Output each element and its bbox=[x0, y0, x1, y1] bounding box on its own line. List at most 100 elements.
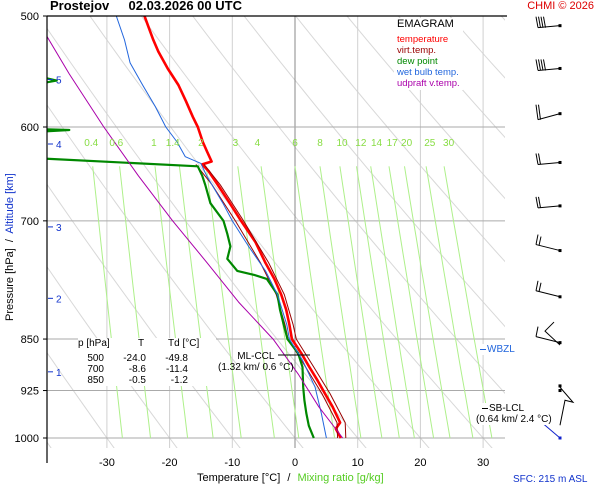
wind-barb-staff bbox=[535, 290, 561, 298]
mixing-ratio-line bbox=[425, 166, 474, 439]
x-tick-label: 0 bbox=[292, 457, 298, 469]
mixing-ratio-line bbox=[443, 166, 493, 439]
pressure-tick-label: 700 bbox=[21, 216, 39, 228]
table-row: 500 -24.0 -49.8 bbox=[78, 353, 216, 364]
wind-barb bbox=[535, 280, 562, 299]
pressure-tick-label: 925 bbox=[21, 386, 39, 398]
wind-barb-station-dot bbox=[558, 295, 562, 299]
mixing-ratio-line bbox=[92, 166, 123, 439]
mixing-ratio-label: 8 bbox=[317, 138, 323, 149]
mixing-ratio-line bbox=[237, 166, 275, 439]
legend: EMAGRAM temperature virt.temp. dew point… bbox=[394, 18, 463, 90]
series-lines bbox=[47, 16, 347, 439]
series-virt-temp-line bbox=[203, 164, 347, 439]
mixing-ratio-label: 12 bbox=[355, 138, 367, 149]
wind-barb-flag bbox=[538, 104, 541, 120]
x-tick-label: -10 bbox=[224, 457, 240, 469]
wind-barb bbox=[535, 153, 562, 165]
labels: 0.4 0.6 1 1.4 2 3 4 6 8 10 12 14 17 20 25 3050060070085… bbox=[15, 11, 490, 469]
wind-barb-flag bbox=[540, 59, 544, 71]
mixing-ratio-line bbox=[119, 166, 151, 439]
sb-lcl-label: SB-LCL bbox=[489, 403, 525, 414]
dry-adiabat bbox=[89, 16, 430, 448]
dry-adiabat bbox=[47, 265, 178, 448]
table-cell: 500 bbox=[87, 353, 104, 364]
mixing-ratio-label: 3 bbox=[233, 138, 239, 149]
table-header-t: T bbox=[138, 338, 145, 349]
wind-barb-flag bbox=[538, 196, 541, 208]
wind-barb-station-dot bbox=[558, 24, 562, 28]
wind-barb-station-dot bbox=[558, 341, 562, 345]
station-name: Prostejov bbox=[50, 0, 110, 13]
mixing-ratio-line bbox=[154, 166, 189, 439]
mixing-ratio-label: 10 bbox=[336, 138, 348, 149]
dry-adiabat bbox=[294, 16, 505, 263]
wind-barb bbox=[535, 16, 562, 29]
x-axis-label-mixing: Mixing ratio [g/kg] bbox=[297, 472, 384, 484]
wbzl-label: WBZL bbox=[487, 344, 515, 355]
mixing-ratio-line bbox=[404, 166, 451, 439]
wind-barb-flag bbox=[535, 326, 539, 337]
table-cell: -1.2 bbox=[170, 375, 188, 386]
mixing-ratio-line bbox=[370, 166, 415, 439]
wind-barb-flag bbox=[538, 236, 542, 246]
dry-adiabat bbox=[192, 16, 505, 394]
wind-barb-station-dot bbox=[558, 249, 562, 253]
wind-barb bbox=[535, 104, 562, 121]
mixing-ratio-line bbox=[205, 166, 242, 439]
sb-lcl-annotation: SB-LCL (0.64 km/ 2.4 °C) bbox=[476, 403, 552, 425]
wbzl-annotation: WBZL bbox=[480, 344, 515, 355]
wind-barb-station-dot bbox=[558, 66, 562, 70]
mixing-ratio-line bbox=[294, 166, 336, 439]
table-cell: -24.0 bbox=[123, 353, 146, 364]
table-row: 700 -8.6 -11.4 bbox=[78, 364, 216, 375]
axes bbox=[43, 15, 507, 463]
wind-barb-flag bbox=[538, 59, 541, 71]
mixing-ratio-label: 4 bbox=[255, 138, 261, 149]
x-tick-label: -20 bbox=[162, 457, 178, 469]
legend-title: EMAGRAM bbox=[397, 18, 454, 30]
mixing-ratio-lines bbox=[92, 166, 493, 439]
surface-wind-dot bbox=[558, 436, 562, 440]
dry-adiabat bbox=[581, 0, 600, 450]
ml-ccl-annotation: ML-CCL (1.32 km/ 0.6 °C) bbox=[218, 351, 294, 373]
wind-barb-flag bbox=[535, 16, 539, 28]
mixing-ratio-label: 14 bbox=[371, 138, 383, 149]
wind-barb bbox=[535, 234, 562, 253]
table-header-p: p [hPa] bbox=[78, 338, 110, 349]
wind-barb-flag bbox=[540, 16, 544, 28]
data-table: p [hPa] T Td [°C] 500 -24.0 -49.8 700 -8… bbox=[78, 338, 216, 386]
wind-barb-flag bbox=[543, 59, 546, 71]
mixing-ratio-line bbox=[339, 166, 383, 439]
series-temperature-line bbox=[143, 16, 342, 439]
series-udpraft-v-temp-line bbox=[47, 35, 344, 439]
altitude-tick-label: 4 bbox=[56, 140, 62, 151]
legend-item-wet-bulb: wet bulb temp. bbox=[397, 67, 459, 78]
mixing-ratio-label: 20 bbox=[401, 138, 413, 149]
wind-barb-flag bbox=[538, 153, 541, 165]
wind-barb-station-dot bbox=[558, 389, 562, 393]
mixing-ratio-line bbox=[319, 166, 362, 439]
legend-item-temperature: temperature bbox=[397, 34, 449, 45]
wind-barb-station-dot bbox=[558, 160, 562, 164]
dry-adiabat bbox=[346, 16, 505, 200]
table-cell: -0.5 bbox=[128, 375, 146, 386]
wind-barb-flag bbox=[538, 16, 541, 28]
table-cell: -49.8 bbox=[165, 353, 188, 364]
table-cell: -11.4 bbox=[165, 364, 188, 375]
table-row: 850 -0.5 -1.2 bbox=[78, 375, 216, 386]
mixing-ratio-label: 1 bbox=[151, 138, 157, 149]
table-cell: -8.6 bbox=[128, 364, 146, 375]
pressure-tick-label: 600 bbox=[21, 122, 39, 134]
wind-barb-staff bbox=[537, 161, 561, 165]
wind-barb bbox=[544, 321, 562, 393]
wind-barb-flag bbox=[535, 234, 539, 245]
pressure-tick-label: 500 bbox=[21, 11, 39, 23]
wind-barb-station-dot bbox=[558, 384, 562, 388]
wind-barb-station-dot bbox=[558, 204, 562, 208]
wind-barb-staff bbox=[559, 386, 575, 426]
dry-adiabat bbox=[397, 16, 505, 139]
table-cell: 850 bbox=[87, 375, 104, 386]
wind-barb-flag bbox=[538, 282, 542, 292]
